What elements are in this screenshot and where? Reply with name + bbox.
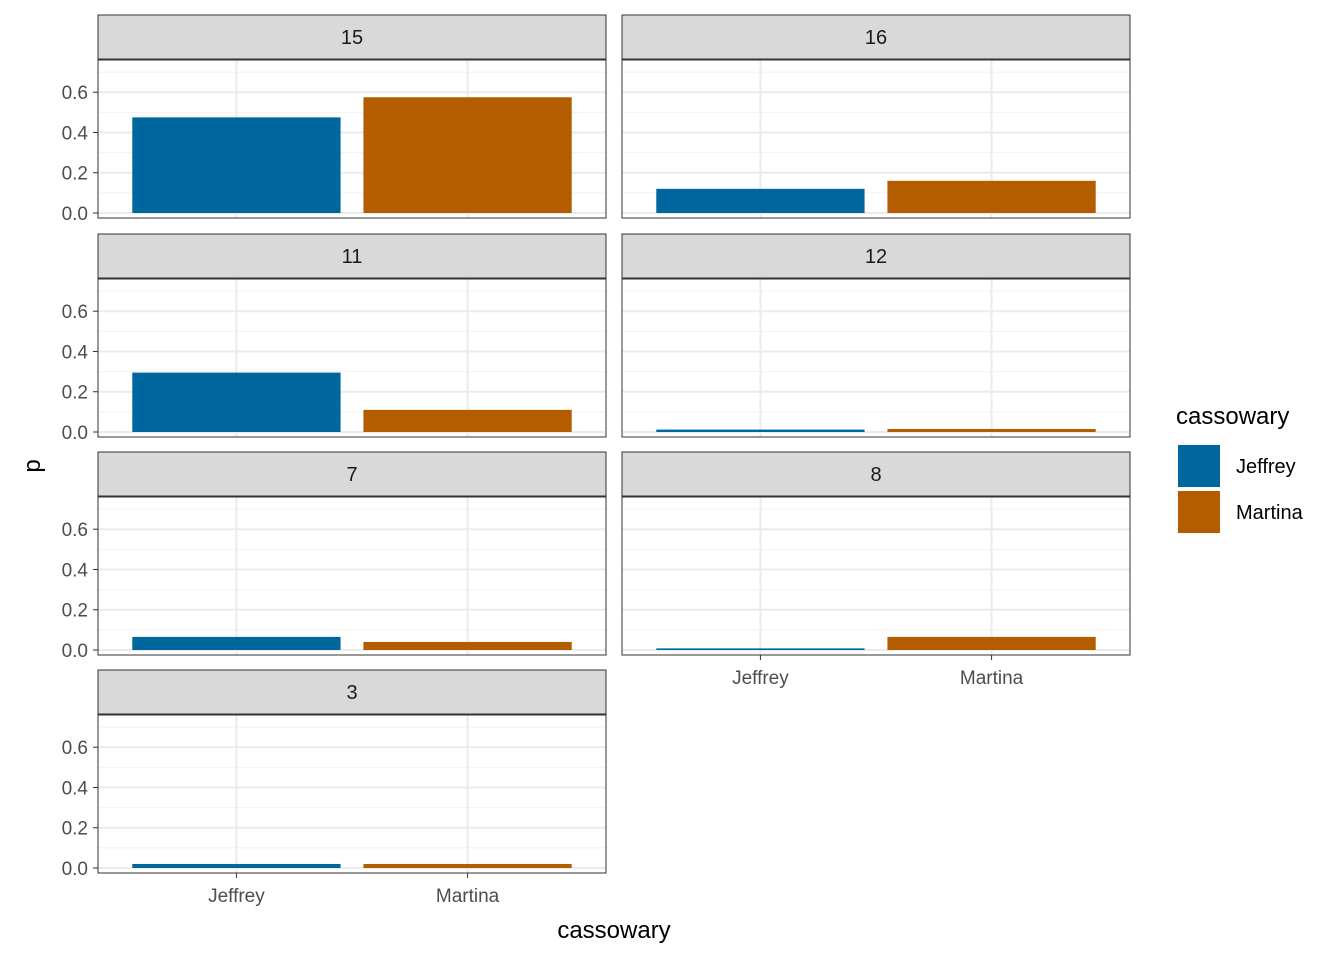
facet-panels: 15 0.0 0.2 0.4 0.6 16 11 0.0 0.2 0.4 0.6 12 7 0.0 0.2 0… [62, 14, 1131, 907]
y-tick-label: 0.4 [62, 560, 89, 581]
facet-strip-label: 11 [342, 246, 363, 268]
facet-strip [97, 14, 607, 60]
legend-title: cassowary [1176, 403, 1289, 430]
panel-background [98, 497, 606, 655]
y-tick-label: 0.6 [62, 738, 88, 759]
legend: cassowary Jeffrey Martina [1176, 403, 1304, 533]
facet-panel-11: 11 0.0 0.2 0.4 0.6 [62, 233, 607, 444]
panel-border [621, 496, 1131, 656]
y-tick-label: 0.0 [62, 859, 88, 880]
facet-panel-16: 16 [621, 14, 1131, 219]
panel-background [622, 497, 1130, 655]
y-tick-label: 0.4 [62, 123, 89, 144]
bar-jeffrey [656, 648, 865, 650]
y-tick-label: 0.0 [62, 641, 88, 662]
y-tick-label: 0.2 [62, 383, 88, 404]
legend-key-jeffrey [1178, 445, 1220, 487]
bar-martina [363, 409, 572, 432]
facet-strip-label: 16 [865, 27, 887, 49]
facet-strip-label: 7 [346, 464, 357, 486]
bar-martina [363, 863, 572, 868]
y-tick-label: 0.2 [62, 601, 88, 622]
panel-border [621, 278, 1131, 438]
bar-martina [887, 180, 1096, 213]
y-tick-label: 0.4 [62, 778, 89, 799]
bar-jeffrey [132, 372, 341, 432]
y-tick-label: 0.6 [62, 83, 88, 104]
bar-jeffrey [132, 117, 341, 213]
y-tick-label: 0.6 [62, 520, 88, 541]
x-tick-label: Martina [960, 668, 1024, 689]
x-tick-label: Jeffrey [732, 668, 789, 689]
panel-border [621, 59, 1131, 219]
y-axis-title: p [19, 459, 46, 472]
bar-jeffrey [132, 863, 341, 868]
panel-border [97, 496, 607, 656]
facet-panel-12: 12 [621, 233, 1131, 438]
legend-label-martina: Martina [1236, 502, 1304, 524]
y-tick-label: 0.2 [62, 164, 88, 185]
facet-strip-label: 15 [341, 27, 363, 49]
panel-background [622, 279, 1130, 437]
y-tick-label: 0.4 [62, 342, 89, 363]
bar-jeffrey [656, 429, 865, 432]
bar-martina [887, 428, 1096, 432]
facet-strip-label: 8 [870, 464, 881, 486]
facet-panel-7: 7 0.0 0.2 0.4 0.6 [62, 451, 607, 662]
x-axis-title: cassowary [557, 917, 670, 944]
panel-background [98, 715, 606, 873]
facet-strip [97, 233, 607, 279]
y-tick-label: 0.6 [62, 302, 88, 323]
facet-panel-3: 3 0.0 0.2 0.4 0.6 Jeffrey Martina [62, 669, 607, 907]
y-tick-label: 0.2 [62, 819, 88, 840]
facet-strip-label: 12 [865, 246, 887, 268]
legend-label-jeffrey: Jeffrey [1236, 456, 1296, 478]
panel-border [97, 714, 607, 874]
y-tick-label: 0.0 [62, 204, 88, 225]
x-tick-label: Jeffrey [208, 886, 265, 907]
y-tick-label: 0.0 [62, 423, 88, 444]
facet-strip [621, 14, 1131, 60]
bar-martina [887, 636, 1096, 650]
facet-strip [97, 451, 607, 497]
facet-strip [97, 669, 607, 715]
panel-border [97, 59, 607, 219]
facet-strip-label: 3 [346, 682, 357, 704]
bar-martina [363, 97, 572, 213]
facet-panel-15: 15 0.0 0.2 0.4 0.6 [62, 14, 607, 225]
facet-strip [621, 233, 1131, 279]
bar-jeffrey [132, 636, 341, 650]
bar-martina [363, 641, 572, 650]
panel-border [97, 278, 607, 438]
x-tick-label: Martina [436, 886, 500, 907]
bar-jeffrey [656, 188, 865, 213]
legend-key-martina [1178, 491, 1220, 533]
facet-panel-8: 8 Jeffrey Martina [621, 451, 1131, 689]
facet-strip [621, 451, 1131, 497]
